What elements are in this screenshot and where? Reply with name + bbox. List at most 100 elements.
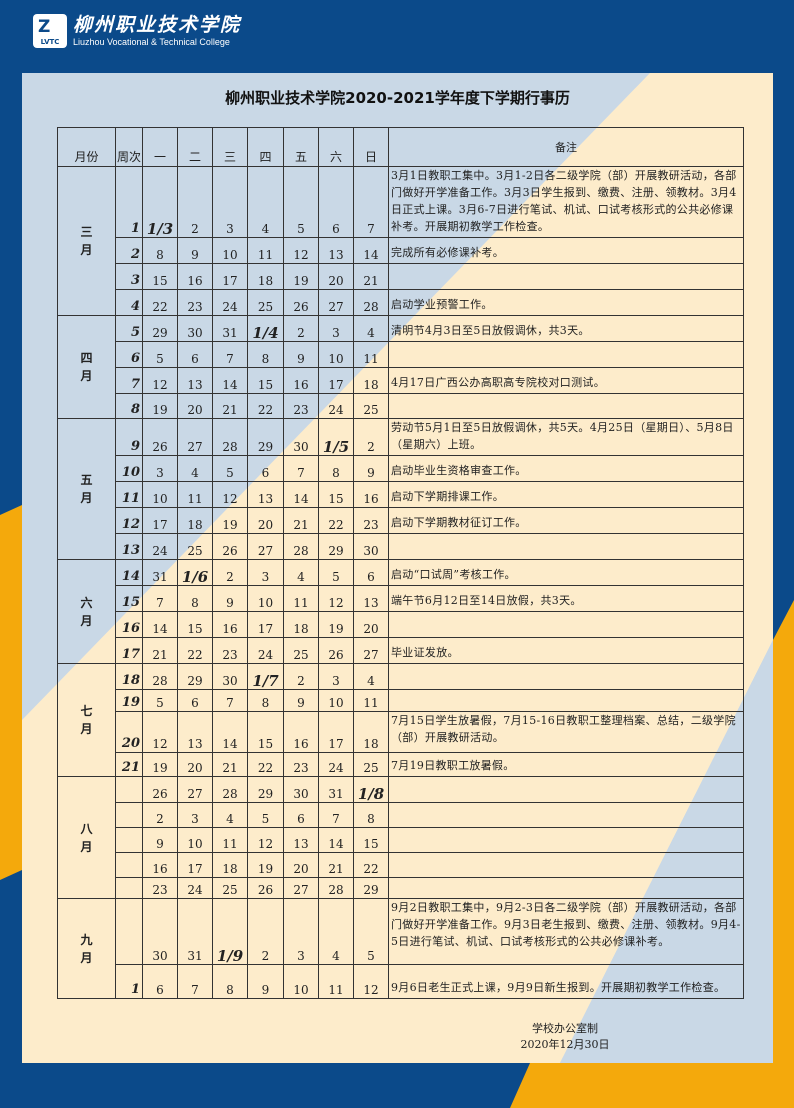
date-cell: 9 — [142, 827, 178, 853]
date-cell: 18 — [212, 852, 248, 878]
month-label: 八月 — [57, 776, 116, 899]
note-cell — [388, 827, 744, 853]
date-cell: 20 — [353, 611, 389, 638]
date-cell: 9 — [353, 455, 389, 482]
week-number: 20 — [115, 711, 143, 753]
date-cell: 19 — [318, 611, 354, 638]
week-number: 21 — [115, 752, 143, 777]
date-cell: 28 — [212, 776, 248, 803]
note-cell: 7月19日教职工放暑假。 — [388, 752, 744, 777]
date-cell: 23 — [283, 393, 319, 419]
note-cell: 启动下学期排课工作。 — [388, 481, 744, 508]
date-cell: 28 — [353, 289, 389, 316]
date-cell: 8 — [247, 341, 284, 368]
date-cell: 9 — [283, 341, 319, 368]
date-cell: 21 — [318, 852, 354, 878]
date-cell: 24 — [142, 533, 178, 560]
week-row: 12 17 18 19 20 21 22 23 启动下学期教材征订工作。 — [58, 507, 744, 534]
date-cell: 19 — [142, 752, 178, 777]
header-day-4: 四 — [247, 127, 284, 167]
week-row: 7 12 13 14 15 16 17 18 4月17日广西公办高职高专院校对口测试。 — [58, 367, 744, 394]
date-cell: 15 — [177, 611, 213, 638]
date-cell: 23 — [142, 877, 178, 899]
date-cell: 15 — [142, 263, 178, 290]
week-number: 1 — [115, 166, 143, 238]
note-cell: 4月17日广西公办高职高专院校对口测试。 — [388, 367, 744, 394]
date-cell: 25 — [283, 637, 319, 664]
month-label: 四月 — [57, 315, 116, 419]
date-cell: 11 — [318, 964, 354, 999]
date-cell: 12 — [142, 711, 178, 753]
date-cell: 7 — [318, 802, 354, 828]
note-cell: 3月1日教职工集中。3月1-2日各二级学院（部）开展教研活动，各部门做好开学准备… — [388, 166, 744, 238]
date-cell: 8 — [353, 802, 389, 828]
date-cell: 3 — [318, 663, 354, 690]
date-cell: 11 — [177, 481, 213, 508]
date-cell: 16 — [212, 611, 248, 638]
week-row: 3 15 16 17 18 19 20 21 — [58, 263, 744, 290]
date-cell: 6 — [142, 964, 178, 999]
note-cell — [388, 533, 744, 560]
date-cell: 20 — [283, 852, 319, 878]
logo-chinese-name: 柳州职业技术学院 — [73, 14, 242, 36]
week-number: 9 — [115, 418, 143, 456]
header-month: 月份 — [57, 127, 116, 167]
date-cell: 29 — [142, 315, 178, 342]
week-row: 8 19 20 21 22 23 24 25 — [58, 393, 744, 419]
date-cell: 15 — [353, 827, 389, 853]
note-cell — [388, 263, 744, 290]
week-number: 15 — [115, 585, 143, 612]
date-cell: 11 — [283, 585, 319, 612]
date-cell: 21 — [212, 393, 248, 419]
week-row: 9 10 11 12 13 14 15 — [58, 827, 744, 853]
note-cell — [388, 663, 744, 690]
date-cell: 31 — [177, 898, 213, 965]
date-cell: 13 — [318, 237, 354, 264]
month-label: 九月 — [57, 898, 116, 999]
date-cell: 11 — [353, 341, 389, 368]
week-number: 14 — [115, 559, 143, 586]
date-cell: 10 — [283, 964, 319, 999]
note-cell: 7月15日学生放暑假，7月15-16日教职工整理档案、总结，二级学院（部）开展教… — [388, 711, 744, 753]
date-cell: 22 — [177, 637, 213, 664]
date-cell: 22 — [353, 852, 389, 878]
date-cell: 28 — [318, 877, 354, 899]
week-number: 6 — [115, 341, 143, 368]
week-row: 20 12 13 14 15 16 17 18 7月15日学生放暑假，7月15-16日教职工整理… — [58, 711, 744, 753]
note-cell: 9月2日教职工集中，9月2-3日各二级学院（部）开展教研活动，各部门做好开学准备… — [388, 898, 744, 965]
week-row: 九月 30 31 1/9 2 3 4 5 9月2日教职工集中，9月2-3日各二级学院（部）开展教… — [57, 898, 744, 999]
date-cell: 14 — [283, 481, 319, 508]
date-cell: 16 — [142, 852, 178, 878]
month-start-date: 1/4 — [247, 315, 284, 342]
date-cell: 31 — [212, 315, 248, 342]
date-cell: 5 — [247, 802, 284, 828]
note-cell — [388, 689, 744, 712]
date-cell: 2 — [142, 802, 178, 828]
week-row: 19 5 6 7 8 9 10 11 — [58, 689, 744, 712]
date-cell: 7 — [212, 689, 248, 712]
date-cell: 30 — [212, 663, 248, 690]
note-cell — [388, 341, 744, 368]
date-cell: 10 — [142, 481, 178, 508]
date-cell: 19 — [142, 393, 178, 419]
date-cell: 22 — [142, 289, 178, 316]
date-cell: 16 — [353, 481, 389, 508]
week-number: 4 — [115, 289, 143, 316]
date-cell: 12 — [318, 585, 354, 612]
date-cell: 3 — [177, 802, 213, 828]
date-cell: 6 — [353, 559, 389, 586]
page-title: 柳州职业技术学院2020-2021学年度下学期行事历 — [225, 89, 570, 107]
date-cell: 8 — [142, 237, 178, 264]
week-row: 八月 26 27 28 29 30 31 1/8 — [57, 776, 744, 899]
date-cell: 15 — [247, 367, 284, 394]
date-cell: 25 — [353, 393, 389, 419]
week-row: 4 22 23 24 25 26 27 28 启动学业预警工作。 — [58, 289, 744, 316]
week-row: 6 5 6 7 8 9 10 11 — [58, 341, 744, 368]
week-number: 10 — [115, 455, 143, 482]
date-cell: 9 — [283, 689, 319, 712]
note-cell — [388, 802, 744, 828]
header-day-6: 六 — [318, 127, 354, 167]
week-row: 23 24 25 26 27 28 29 — [58, 877, 744, 899]
week-number — [115, 802, 143, 828]
header-day-1: 一 — [142, 127, 178, 167]
